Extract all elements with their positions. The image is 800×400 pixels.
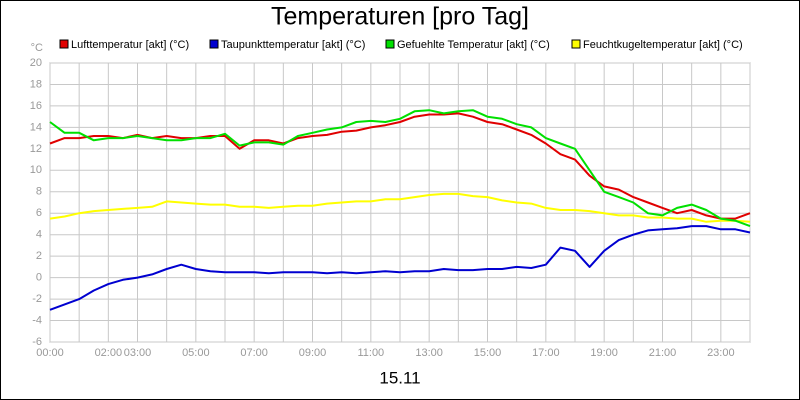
y-tick-label: -6 — [32, 336, 42, 348]
y-tick-label: 4 — [36, 229, 42, 241]
x-tick-label: 15:00 — [474, 347, 502, 359]
legend-swatch — [385, 39, 395, 49]
series-line — [49, 192, 751, 223]
x-tick-label: 07:00 — [240, 347, 268, 359]
y-tick-label: 10 — [30, 164, 42, 176]
x-tick-label: 09:00 — [299, 347, 327, 359]
y-tick-label: -2 — [32, 293, 42, 305]
x-tick-label: 13:00 — [415, 347, 443, 359]
chart-title: Temperaturen [pro Tag] — [271, 3, 529, 31]
y-tick-label: 20 — [30, 57, 42, 69]
y-tick-label: 14 — [30, 121, 42, 133]
y-tick-label: -4 — [32, 314, 42, 326]
series-line — [49, 109, 751, 228]
y-axis-label: °C — [31, 42, 43, 54]
y-tick-label: 6 — [36, 207, 42, 219]
legend-swatch — [59, 39, 69, 49]
x-tick-label: 21:00 — [649, 347, 677, 359]
x-tick-label: 23:00 — [707, 347, 735, 359]
x-tick-label: 05:00 — [182, 347, 210, 359]
legend-swatch — [209, 39, 219, 49]
series-line — [49, 112, 751, 220]
y-tick-label: 16 — [30, 100, 42, 112]
y-tick-label: 8 — [36, 186, 42, 198]
series-line — [49, 225, 751, 311]
legend-label: Lufttemperatur [akt] (°C) — [71, 39, 189, 51]
x-tick-label: 00:00 — [36, 347, 64, 359]
legend-label: Gefuehlte Temperatur [akt] (°C) — [397, 39, 550, 51]
y-tick-label: 0 — [36, 272, 42, 284]
x-tick-label: 03:00 — [124, 347, 152, 359]
x-tick-label: 11:00 — [357, 347, 384, 359]
legend-label: Taupunkttemperatur [akt] (°C) — [221, 39, 365, 51]
legend-label: Feuchtkugeltemperatur [akt] (°C) — [583, 39, 743, 51]
y-tick-label: 2 — [36, 250, 42, 262]
x-tick-label: 19:00 — [590, 347, 618, 359]
x-axis-label: 15.11 — [379, 368, 420, 387]
x-tick-label: 02:00 — [95, 347, 123, 359]
legend-swatch — [571, 39, 581, 49]
x-tick-label: 17:00 — [532, 347, 560, 359]
y-tick-label: 12 — [30, 143, 42, 155]
y-tick-label: 18 — [30, 78, 42, 90]
